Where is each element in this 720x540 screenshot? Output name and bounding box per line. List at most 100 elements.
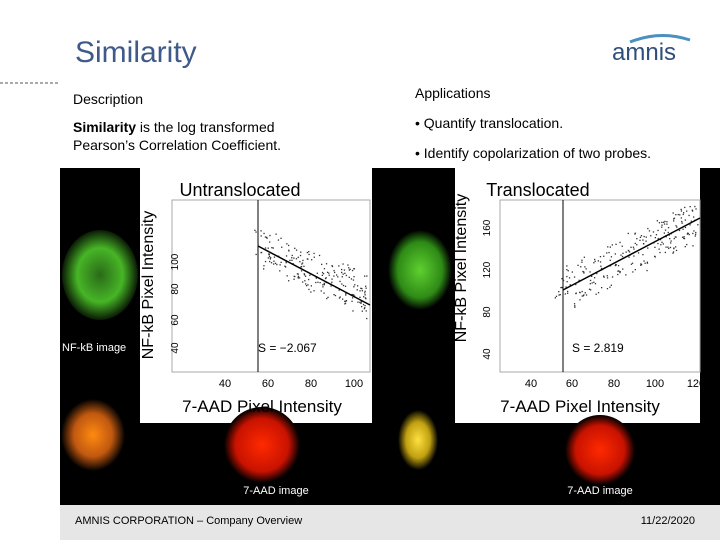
scatter-dot: [308, 278, 310, 281]
scatter-dot: [267, 247, 269, 249]
scatter-dot: [568, 277, 571, 279]
scatter-dot: [255, 253, 257, 256]
scatter-dot: [353, 294, 355, 296]
scatter-dot: [675, 249, 678, 252]
scatter-dot: [603, 255, 605, 257]
scatter-dot: [655, 234, 658, 236]
scatter-dot: [695, 208, 697, 210]
plot-panel: [140, 168, 372, 423]
x-tick-label: 80: [608, 378, 620, 390]
logo: amnis: [612, 39, 676, 66]
scatter-dot: [606, 277, 609, 279]
scatter-dot: [600, 267, 603, 270]
scatter-dot: [288, 280, 290, 282]
scatter-dot: [609, 286, 611, 288]
scatter-dot: [606, 252, 608, 254]
description-bold: Similarity: [73, 119, 136, 135]
scatter-dot: [365, 310, 367, 312]
description-text: Similarity is the log transformed: [73, 119, 275, 135]
scatter-dot: [263, 232, 265, 235]
scatter-dot: [659, 239, 662, 241]
scatter-dot: [591, 282, 593, 284]
scatter-dot: [344, 285, 347, 287]
scatter-dot: [344, 303, 346, 305]
scatter-dot: [264, 247, 267, 249]
scatter-dot: [345, 300, 348, 302]
scatter-dot: [307, 284, 309, 286]
scatter-dot: [308, 288, 310, 291]
scatter-dot: [681, 220, 683, 223]
scatter-dot: [342, 298, 344, 300]
scatter-dot: [338, 289, 340, 291]
scatter-dot: [268, 254, 270, 256]
scatter-dot: [279, 264, 281, 266]
scatter-dot: [365, 287, 367, 289]
scatter-dot: [291, 257, 293, 259]
scatter-dot: [621, 245, 623, 247]
scatter-dot: [566, 275, 568, 278]
scatter-dot: [351, 269, 354, 272]
scatter-dot: [627, 250, 630, 252]
panel-title: Untranslocated: [179, 180, 300, 200]
scatter-dot: [363, 296, 365, 298]
cell-image: [398, 410, 438, 470]
scatter-dot: [344, 300, 346, 302]
scatter-dot: [666, 223, 668, 225]
scatter-dot: [603, 275, 605, 277]
scatter-dot: [362, 303, 365, 306]
scatter-dot: [300, 270, 303, 272]
scatter-dot: [331, 265, 333, 267]
scatter-dot: [581, 259, 583, 261]
scatter-dot: [622, 252, 624, 254]
scatter-dot: [632, 271, 634, 273]
scatter-dot: [669, 238, 671, 240]
scatter-dot: [303, 265, 305, 267]
scatter-dot: [594, 283, 597, 285]
scatter-dot: [326, 271, 329, 273]
scatter-dot: [579, 299, 581, 301]
scatter-dot: [690, 220, 692, 222]
scatter-dot: [326, 297, 328, 300]
scatter-dot: [333, 294, 335, 296]
scatter-dot: [673, 217, 676, 219]
scatter-dot: [297, 273, 299, 275]
scatter-dot: [680, 208, 682, 211]
scatter-dot: [345, 293, 347, 295]
scatter-dot: [365, 285, 367, 287]
scatter-dot: [680, 217, 682, 219]
y-axis-label: NF-kB Pixel Intensity: [140, 211, 157, 359]
scatter-dot: [273, 260, 275, 262]
scatter-dot: [654, 246, 656, 248]
scatter-dot: [643, 260, 645, 262]
scatter-dot: [630, 246, 632, 248]
y-axis-label: NF-kB Pixel Intensity: [453, 194, 470, 342]
scatter-dot: [622, 268, 624, 270]
scatter-dot: [606, 275, 608, 277]
scatter-dot: [276, 263, 278, 266]
scatter-dot: [658, 248, 660, 250]
scatter-dot: [357, 285, 359, 287]
scatter-dot: [285, 266, 287, 268]
description-text: Pearson’s Correlation Coefficient.: [73, 137, 281, 153]
scatter-dot: [676, 226, 678, 228]
scatter-dot: [571, 271, 573, 273]
scatter-dot: [321, 274, 323, 276]
scatter-dot: [650, 235, 652, 237]
scatter-dot: [331, 265, 334, 268]
scatter-dot: [361, 288, 363, 290]
scatter-dot: [304, 275, 307, 277]
scatter-dot: [600, 265, 602, 267]
scatter-dot: [299, 261, 301, 263]
scatter-dot: [564, 293, 566, 295]
scatter-dot: [594, 277, 596, 279]
scatter-dot: [666, 221, 668, 223]
scatter-dot: [636, 238, 638, 240]
scatter-dot: [327, 296, 329, 298]
scatter-dot: [310, 285, 312, 287]
scatter-dot: [348, 267, 350, 269]
scatter-dot: [567, 292, 569, 294]
scatter-dot: [260, 235, 262, 237]
scatter-dot: [365, 298, 367, 300]
y-tick-label: 120: [482, 261, 493, 278]
scatter-dot: [585, 294, 588, 296]
